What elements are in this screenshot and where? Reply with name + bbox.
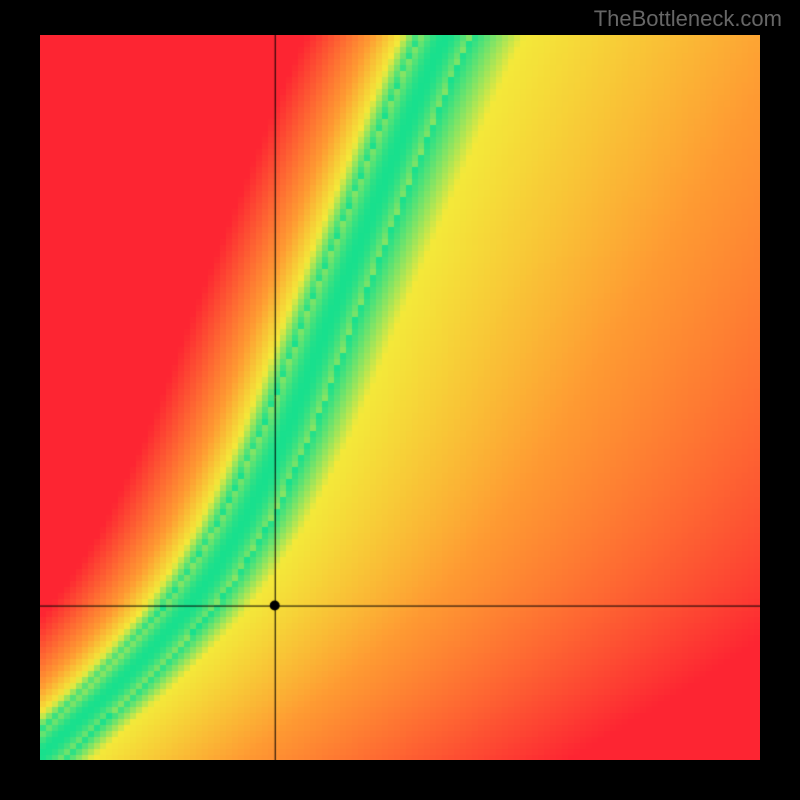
watermark-text: TheBottleneck.com [594,6,782,32]
chart-container: TheBottleneck.com [0,0,800,800]
bottleneck-heatmap [40,35,760,760]
